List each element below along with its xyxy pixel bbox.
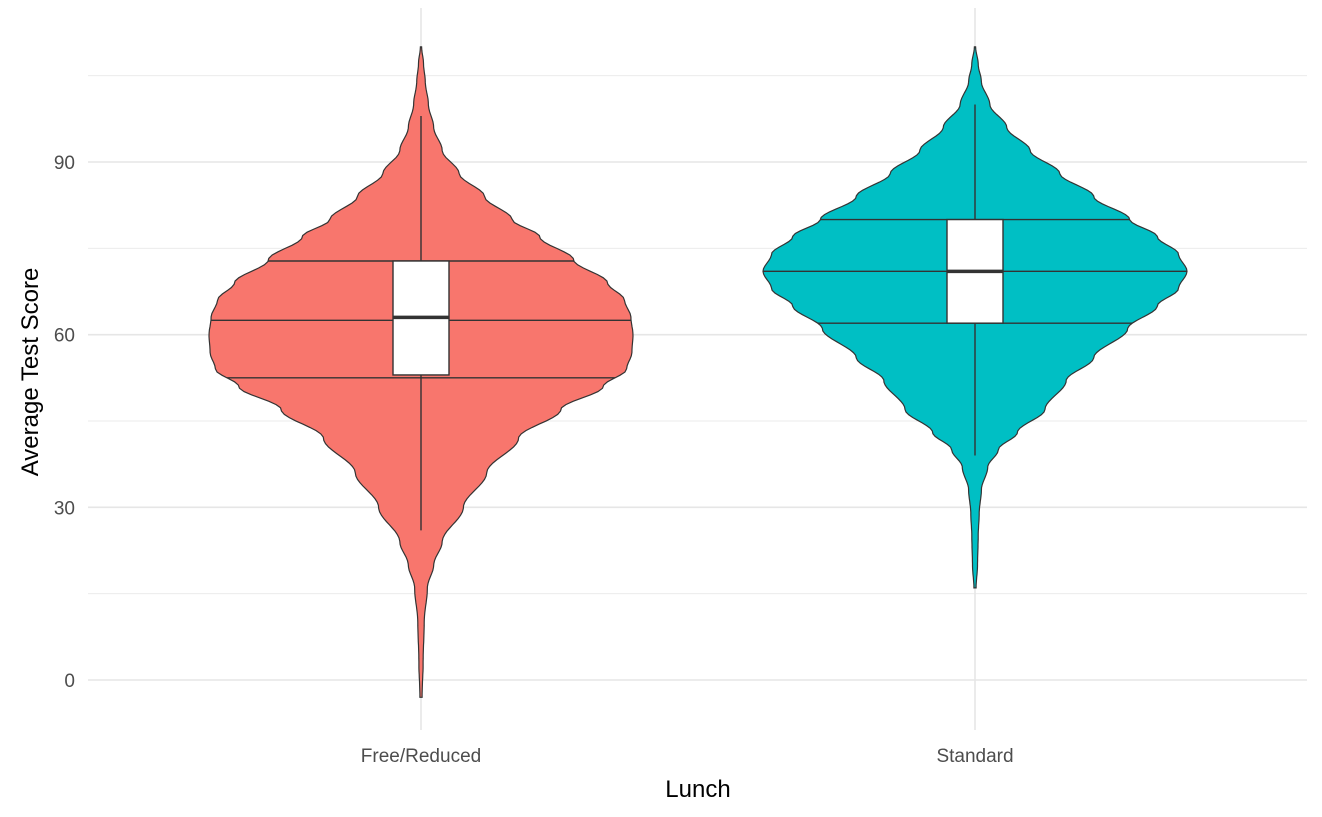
y-tick-label: 30 [54,498,75,519]
x-axis-title: Lunch [665,776,730,803]
y-tick-label: 0 [64,671,75,692]
x-tick-label: Free/Reduced [361,746,481,767]
x-tick-label: Standard [936,746,1013,767]
violin-group [208,46,1188,698]
y-tick-label: 90 [54,153,75,174]
violin-standard [762,46,1188,589]
y-tick-label: 60 [54,326,75,347]
x-tick-labels: Free/Reduced Standard [361,746,1014,767]
y-tick-labels: 0 30 60 90 [54,153,75,692]
violin-free-reduced [208,46,634,698]
y-axis-title: Average Test Score [17,268,44,477]
